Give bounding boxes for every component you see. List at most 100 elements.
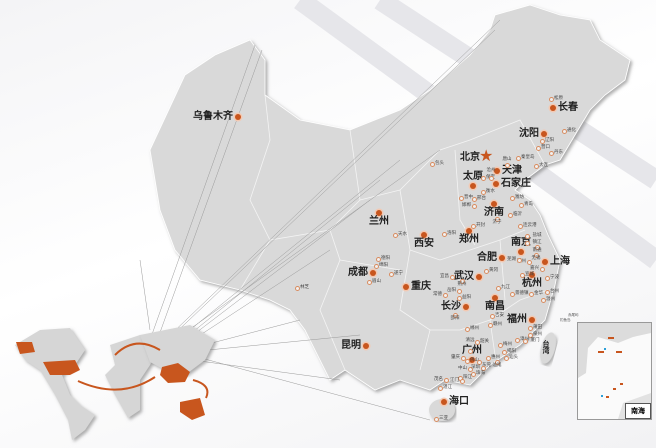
inset-label-chiweiyu: 赤尾屿 — [568, 313, 579, 317]
city-marker-icon — [509, 291, 515, 297]
city-marker-icon — [294, 285, 300, 291]
city-marker-icon — [516, 257, 522, 263]
city-label: 乌鲁木齐 — [193, 111, 233, 122]
city-marker-icon — [494, 359, 500, 365]
city-label: 青岛 — [524, 201, 533, 207]
star-icon[interactable]: ★ — [479, 146, 494, 165]
city-marker-icon — [497, 342, 503, 348]
city-label: 茂名 — [434, 376, 443, 382]
city-marker-icon — [491, 201, 497, 207]
city-label: 营口 — [541, 144, 550, 150]
hainan-island — [429, 399, 455, 421]
city-marker-icon — [480, 365, 486, 371]
city-marker-icon — [471, 203, 477, 209]
city-label: 德阳 — [381, 255, 390, 261]
city-label: 济南 — [484, 207, 504, 218]
city-marker-icon — [467, 366, 473, 372]
city-label: 西安 — [414, 238, 434, 249]
city-marker-icon — [539, 138, 545, 144]
city-marker-icon — [459, 378, 465, 384]
city-marker-icon — [375, 256, 381, 262]
city-label: 沈阳 — [519, 128, 539, 139]
australia-highlight — [180, 398, 205, 420]
city-marker-icon — [514, 337, 520, 343]
city-label: 通化 — [567, 127, 576, 133]
city-label: 重庆 — [411, 281, 431, 292]
city-label: 盐城 — [532, 232, 542, 238]
city-label: 汕头 — [509, 354, 518, 360]
city-marker-icon — [470, 223, 476, 229]
city-marker-icon — [458, 195, 464, 201]
city-label: 温州 — [546, 296, 555, 302]
city-label: 邢台 — [477, 195, 486, 201]
city-marker-icon — [540, 297, 546, 303]
city-label: 南昌 — [485, 301, 505, 312]
city-label: 金华 — [534, 290, 543, 296]
city-label: 无锡 — [531, 256, 541, 261]
city-label: 宜昌 — [440, 273, 449, 279]
city-label: 中山 — [458, 365, 467, 371]
city-marker-icon — [550, 105, 556, 111]
city-label: 衡水 — [486, 188, 495, 194]
city-label: 洛阳 — [447, 230, 456, 236]
connection-lines — [139, 19, 501, 421]
city-label: 眉山 — [372, 278, 381, 284]
city-label: 景德镇 — [515, 290, 529, 296]
city-marker-icon — [493, 181, 499, 187]
city-label: 海口 — [449, 396, 469, 407]
city-marker-icon — [483, 268, 489, 274]
city-label: 吉安 — [495, 312, 504, 318]
city-label: 珠海 — [476, 370, 485, 376]
inset-label-diaoyudao: 钓鱼岛 — [560, 318, 571, 322]
city-marker-icon — [464, 358, 470, 364]
city-label: 常德 — [433, 291, 442, 297]
city-label: 邵阳 — [450, 316, 460, 321]
city-marker-icon — [442, 292, 448, 298]
city-marker-icon — [507, 212, 513, 218]
city-marker-icon — [429, 161, 435, 167]
city-marker-icon — [518, 249, 524, 255]
city-label: 武汉 — [454, 271, 474, 282]
south-china-sea-inset: 赤尾屿 钓鱼岛 南海 — [560, 313, 652, 420]
city-label: 黄冈 — [489, 267, 498, 273]
city-marker-icon — [476, 274, 482, 280]
city-label: 连云港 — [523, 222, 537, 228]
china-highlight — [160, 363, 190, 383]
city-label: 南京 — [511, 237, 531, 248]
city-marker-icon — [504, 162, 510, 168]
city-marker-icon — [539, 266, 545, 272]
city-label: 秦皇岛 — [521, 154, 535, 160]
city-marker-icon — [518, 202, 524, 208]
city-marker-icon — [470, 183, 476, 189]
city-marker-icon — [363, 343, 369, 349]
city-label: 汕尾 — [492, 363, 502, 368]
city-marker-icon — [452, 312, 458, 318]
city-label: 太原 — [463, 171, 483, 182]
city-label: 宁波 — [550, 274, 559, 280]
city-label: 韶关 — [480, 338, 489, 344]
city-label: 兰州 — [369, 216, 389, 227]
city-label: 邯郸 — [462, 202, 471, 208]
city-label: 揭阳 — [507, 348, 516, 354]
taiwan-island — [540, 332, 556, 364]
city-marker-icon — [480, 175, 486, 181]
city-label: 包头 — [435, 160, 444, 166]
city-marker-icon — [456, 295, 462, 301]
city-marker-icon — [463, 304, 469, 310]
city-marker-icon — [503, 355, 509, 361]
city-marker-icon — [470, 371, 476, 377]
city-marker-icon — [392, 232, 398, 238]
city-label: 天津 — [502, 165, 522, 176]
city-marker-icon — [235, 114, 241, 120]
city-label: 上海 — [550, 256, 570, 267]
city-marker-icon — [471, 196, 477, 202]
city-label: 岳阳 — [447, 287, 456, 293]
city-marker-icon — [533, 163, 539, 169]
city-marker-icon — [459, 278, 465, 284]
city-label: 三亚 — [439, 415, 448, 421]
city-label: 辽阳 — [545, 137, 554, 143]
trade-arc-1 — [77, 376, 156, 391]
city-label: 丹东 — [554, 149, 563, 155]
city-label: 成都 — [348, 267, 368, 278]
city-marker-icon — [535, 145, 541, 151]
